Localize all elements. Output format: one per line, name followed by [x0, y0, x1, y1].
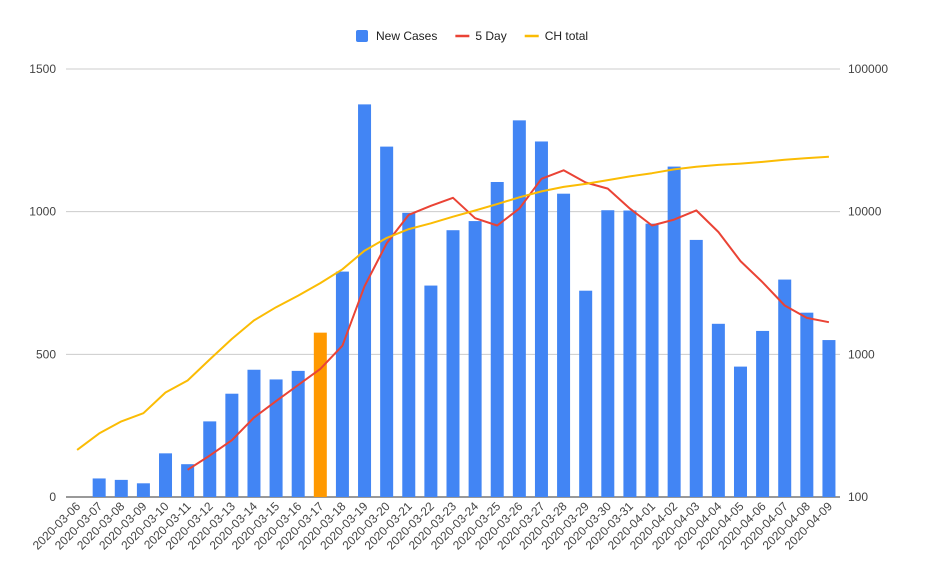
right-tick-label: 1000 — [848, 347, 875, 361]
bar — [800, 312, 814, 497]
legend-label: CH total — [545, 29, 588, 43]
bar — [733, 366, 747, 497]
left-tick-label: 0 — [49, 490, 56, 504]
bar — [247, 369, 261, 497]
left-tick-label: 1500 — [29, 62, 56, 76]
bar — [645, 223, 659, 497]
right-axis-ticks: 100 1000 10000 100000 — [848, 62, 888, 504]
bar — [534, 141, 548, 497]
bar — [689, 239, 703, 497]
series-line-ch-total — [76, 155, 829, 451]
left-axis-ticks: 0 500 1000 1500 — [29, 62, 56, 504]
bar — [424, 285, 438, 497]
bar — [446, 230, 460, 498]
legend: New Cases 5 Day CH total — [356, 29, 588, 43]
bar — [380, 146, 394, 498]
bar — [822, 340, 836, 497]
legend-swatch — [356, 30, 368, 42]
legend-label: New Cases — [376, 29, 437, 43]
bar — [181, 464, 195, 497]
series-line-5-day — [187, 169, 830, 471]
bar — [269, 379, 283, 497]
bar — [159, 453, 173, 497]
bar-series — [92, 104, 836, 498]
bar — [579, 290, 593, 497]
bar — [667, 166, 681, 498]
bar — [490, 181, 504, 497]
bar — [756, 330, 770, 497]
right-tick-label: 100 — [848, 490, 868, 504]
right-tick-label: 10000 — [848, 205, 882, 219]
left-tick-label: 1000 — [29, 205, 56, 219]
bar — [623, 210, 637, 497]
bar — [512, 120, 526, 498]
bar — [225, 393, 239, 497]
bar — [402, 212, 416, 498]
left-tick-label: 500 — [36, 347, 56, 361]
right-tick-label: 100000 — [848, 62, 888, 76]
bar — [778, 279, 792, 497]
bar — [601, 210, 615, 498]
bar — [557, 193, 571, 497]
bar — [313, 332, 327, 497]
bar — [92, 478, 106, 497]
x-axis-ticks: 2020-03-062020-03-072020-03-082020-03-09… — [30, 499, 835, 553]
bar — [335, 271, 349, 497]
bar — [358, 104, 372, 497]
bar — [468, 221, 482, 497]
bar — [291, 370, 305, 497]
legend-label: 5 Day — [475, 29, 506, 43]
bar — [114, 479, 128, 497]
line-series — [76, 155, 830, 471]
bar — [136, 483, 150, 497]
bar — [203, 421, 217, 497]
bar — [711, 323, 725, 497]
